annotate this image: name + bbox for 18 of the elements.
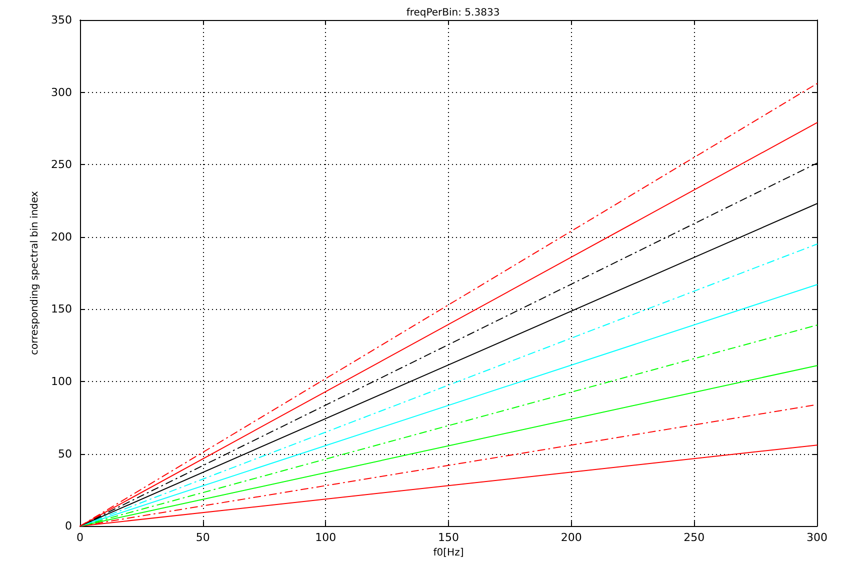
y-axis-title: corresponding spectral bin index [30, 191, 41, 356]
x-tick-label: 0 [76, 531, 84, 544]
y-tick-label: 150 [51, 302, 72, 316]
x-tick-label: 150 [438, 531, 459, 544]
chart-title: freqPerBin: 5.3833 [406, 8, 500, 18]
x-tick-label: 200 [560, 531, 582, 544]
x-tick-label: 250 [684, 531, 705, 544]
y-tick-label: 200 [51, 230, 72, 244]
y-tick-label: 50 [58, 447, 72, 460]
y-tick-label: 0 [65, 520, 72, 533]
y-tick-label: 300 [51, 86, 72, 99]
x-axis-title: f0[Hz] [433, 548, 464, 558]
x-tick-label: 300 [806, 531, 828, 544]
x-tick-label: 100 [315, 531, 336, 544]
y-tick-label: 350 [51, 14, 72, 26]
x-tick-label: 50 [196, 531, 210, 544]
y-tick-label: 100 [51, 375, 72, 388]
y-tick-label: 250 [51, 158, 72, 172]
